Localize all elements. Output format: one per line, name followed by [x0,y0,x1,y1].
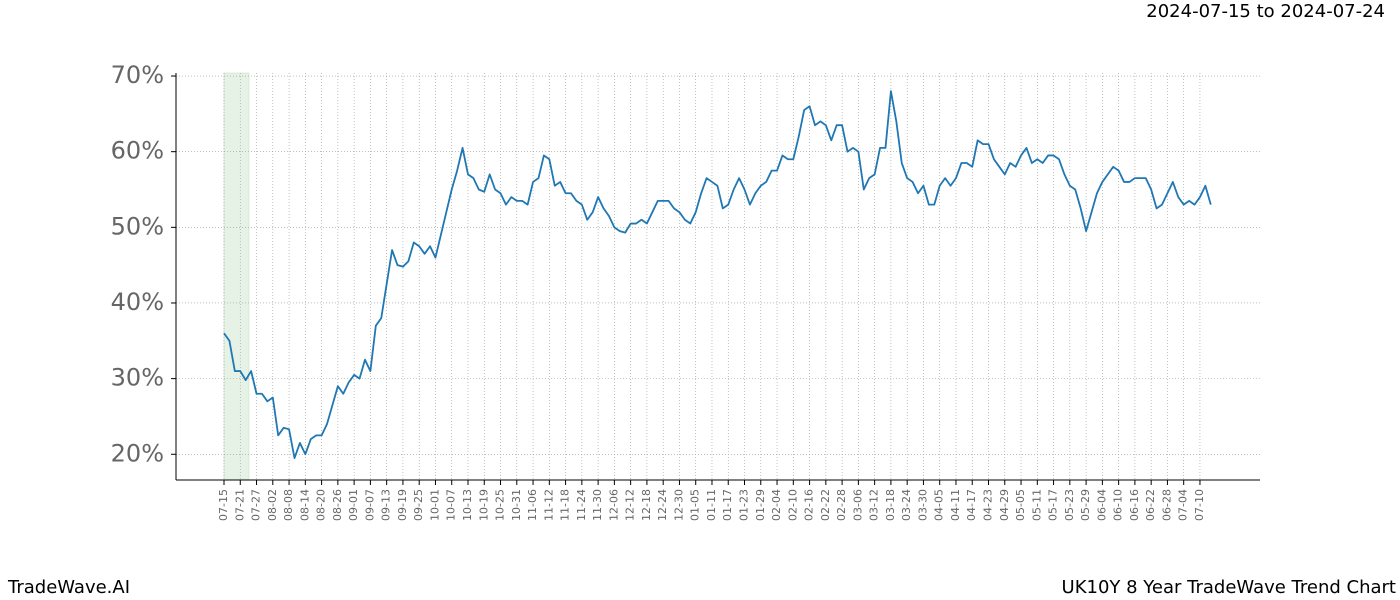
x-tick-label: 10-01 [428,489,441,521]
x-tick-label: 10-25 [494,489,507,521]
x-tick-label: 04-23 [982,489,995,521]
x-tick-label: 03-18 [884,489,897,521]
x-tick-label: 02-22 [819,489,832,521]
x-tick-label: 05-05 [1014,489,1027,521]
x-tick-label: 07-27 [250,489,263,521]
y-tick-label: 50% [111,212,164,240]
x-tick-label: 08-20 [315,489,328,521]
x-tick-label: 09-07 [363,489,376,521]
x-tick-label: 02-28 [835,489,848,521]
x-tick-label: 01-05 [689,489,702,521]
x-tick-label: 05-29 [1079,489,1092,521]
line-series [223,90,1212,459]
x-tick-label: 09-01 [347,489,360,521]
x-tick-label: 03-30 [916,489,929,521]
footer-left: TradeWave.AI [7,577,130,598]
x-tick-label: 07-21 [233,489,246,521]
chart-title: 2024-07-15 to 2024-07-24 [1146,1,1385,22]
x-tick-label: 08-26 [331,489,344,521]
x-tick-label: 04-29 [998,489,1011,521]
x-tick-label: 01-23 [738,489,751,521]
footer-right: UK10Y 8 Year TradeWave Trend Chart [1062,577,1396,598]
x-tick-label: 05-11 [1030,489,1043,521]
x-tick-label: 12-06 [607,489,620,521]
x-tick-label: 02-04 [770,489,783,521]
y-tick-label: 60% [111,137,164,165]
x-tick-label: 10-19 [477,489,490,521]
x-tick-label: 09-13 [380,489,393,521]
y-tick-label: 30% [111,364,164,392]
y-tick-label: 70% [111,61,164,89]
x-tick-label: 12-18 [640,489,653,521]
x-tick-label: 06-04 [1095,489,1108,521]
x-tick-label: 04-11 [949,489,962,521]
x-tick-label: 11-30 [591,489,604,521]
x-tick-label: 04-17 [965,489,978,521]
x-tick-label: 12-30 [672,489,685,521]
x-tick-label: 07-10 [1193,489,1206,521]
x-tick-label: 06-10 [1112,489,1125,521]
x-tick-label: 01-17 [721,489,734,521]
x-tick-label: 09-25 [412,489,425,521]
x-tick-label: 11-18 [559,489,572,521]
x-tick-label: 02-10 [786,489,799,521]
x-tick-label: 03-24 [900,489,913,521]
x-tick-label: 07-15 [217,489,230,521]
x-tick-label: 01-11 [705,489,718,521]
x-tick-label: 11-06 [526,489,539,521]
x-tick-label: 07-04 [1177,489,1190,521]
x-tick-label: 06-16 [1128,489,1141,521]
x-tick-label: 08-02 [266,489,279,521]
x-tick-label: 02-16 [803,489,816,521]
highlight-span [223,72,250,481]
x-tick-label: 03-06 [851,489,864,521]
x-tick-label: 04-05 [933,489,946,521]
x-tick-label: 12-24 [656,489,669,521]
x-tick-label: 10-13 [461,489,474,521]
x-tick-label: 05-17 [1047,489,1060,521]
x-tick-label: 03-12 [868,489,881,521]
x-tick-label: 12-12 [624,489,637,521]
y-tick-label: 20% [111,439,164,467]
x-tick-label: 08-14 [298,489,311,521]
x-tick-label: 06-28 [1160,489,1173,521]
x-tick-label: 11-12 [542,489,555,521]
x-tick-label: 10-07 [445,489,458,521]
x-tick-label: 09-19 [396,489,409,521]
x-tick-label: 05-23 [1063,489,1076,521]
x-tick-label: 11-24 [575,489,588,521]
x-tick-label: 08-08 [282,489,295,521]
x-tick-label: 06-22 [1144,489,1157,521]
x-tick-label: 10-31 [510,489,523,521]
x-tick-label: 01-29 [754,489,767,521]
y-tick-label: 40% [111,288,164,316]
